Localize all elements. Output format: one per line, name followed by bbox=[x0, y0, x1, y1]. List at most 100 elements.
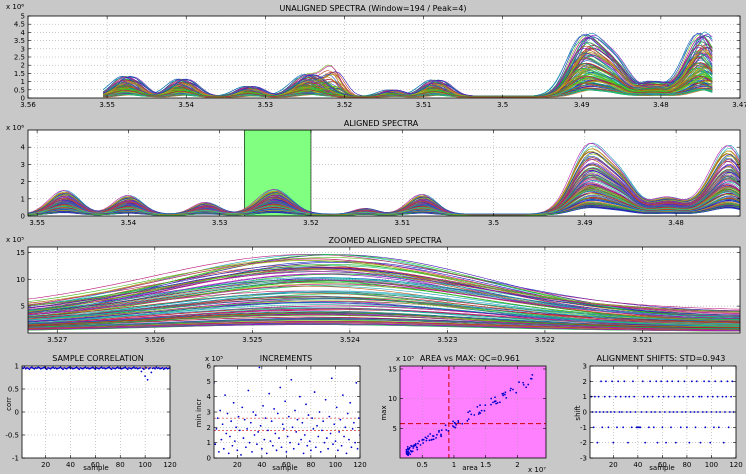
data-point bbox=[280, 446, 283, 449]
data-point bbox=[496, 401, 499, 404]
y-tick-label: 1 bbox=[15, 363, 19, 371]
data-point bbox=[452, 420, 454, 423]
data-point bbox=[649, 380, 652, 383]
data-point bbox=[431, 438, 433, 441]
data-point bbox=[284, 400, 287, 403]
data-point bbox=[605, 380, 607, 383]
y-tick-label: 2 bbox=[207, 424, 211, 432]
data-point bbox=[501, 392, 504, 395]
data-point bbox=[154, 367, 156, 370]
data-point bbox=[620, 411, 623, 413]
data-point bbox=[150, 371, 153, 374]
data-point bbox=[295, 431, 298, 433]
data-point bbox=[333, 423, 336, 426]
data-point bbox=[457, 419, 460, 422]
data-point bbox=[483, 409, 486, 412]
spectrum-line bbox=[28, 296, 740, 324]
spectrum-line bbox=[28, 269, 740, 312]
data-point bbox=[522, 381, 525, 384]
data-point bbox=[652, 426, 655, 429]
x-axis-label: sample bbox=[649, 464, 674, 472]
spectrum-line bbox=[28, 311, 740, 327]
data-point bbox=[722, 441, 725, 444]
x-tick-label: 60 bbox=[658, 461, 667, 469]
x-tick-label: 20 bbox=[609, 461, 618, 469]
x-axis-label: area bbox=[462, 464, 478, 472]
x-tick-label: 2 bbox=[515, 461, 519, 469]
data-point bbox=[687, 395, 690, 398]
x-tick-label: 3.51 bbox=[416, 101, 432, 109]
data-point bbox=[730, 395, 732, 398]
data-point bbox=[141, 367, 144, 370]
data-point bbox=[91, 366, 94, 369]
data-point bbox=[706, 395, 709, 398]
x-tick-label: 3.5 bbox=[488, 219, 499, 227]
data-point bbox=[703, 380, 706, 383]
data-point bbox=[409, 453, 412, 456]
data-point bbox=[286, 435, 289, 438]
data-point bbox=[355, 381, 358, 384]
data-point bbox=[310, 449, 312, 452]
data-point bbox=[246, 427, 249, 430]
data-point bbox=[724, 411, 726, 413]
data-point bbox=[440, 433, 442, 436]
data-point bbox=[720, 380, 723, 383]
data-point bbox=[660, 380, 663, 383]
spectrum-line bbox=[103, 75, 713, 98]
data-point bbox=[709, 441, 712, 444]
data-point bbox=[686, 426, 688, 429]
x-tick-label: 1 bbox=[452, 461, 456, 469]
y-tick-label: 0 bbox=[21, 95, 25, 103]
x-tick-label: 120 bbox=[163, 461, 176, 469]
y-tick-label: 0.5 bbox=[14, 86, 25, 94]
data-point bbox=[432, 438, 435, 441]
data-point bbox=[708, 380, 710, 383]
data-point bbox=[407, 454, 410, 457]
data-point bbox=[468, 410, 471, 413]
x-tick-label: 3.55 bbox=[99, 101, 115, 109]
data-point bbox=[592, 426, 595, 429]
y-tick-label: 4 bbox=[207, 393, 212, 401]
y-axis-label: shift bbox=[574, 405, 582, 420]
data-point bbox=[731, 380, 734, 383]
x-tick-label: 3.521 bbox=[632, 336, 652, 344]
spectrum-line bbox=[28, 254, 740, 319]
data-point bbox=[527, 383, 530, 386]
y-tick-label: 1.5 bbox=[14, 70, 25, 78]
y-exponent-label: x 10⁵ bbox=[396, 355, 414, 363]
data-point bbox=[52, 366, 54, 369]
data-point bbox=[157, 366, 160, 369]
data-point bbox=[350, 446, 353, 449]
data-point bbox=[598, 411, 601, 413]
data-point bbox=[149, 366, 152, 369]
data-point bbox=[78, 368, 81, 371]
y-exponent-label: x 10⁵ bbox=[6, 236, 24, 244]
data-point bbox=[659, 411, 661, 413]
y-tick-label: 1 bbox=[207, 439, 211, 447]
data-point bbox=[318, 411, 321, 413]
data-point bbox=[632, 380, 634, 383]
data-point bbox=[222, 447, 225, 450]
panel-title: UNALIGNED SPECTRA (Window=194 / Peak=4) bbox=[279, 4, 466, 13]
data-point bbox=[300, 438, 303, 441]
plot-content bbox=[103, 31, 713, 98]
data-point bbox=[607, 426, 610, 429]
data-point bbox=[242, 437, 245, 439]
y-tick-label: 6 bbox=[207, 363, 212, 371]
data-point bbox=[109, 367, 112, 370]
panel-title: ALIGNED SPECTRA bbox=[344, 119, 419, 128]
data-point bbox=[77, 367, 79, 370]
x-tick-label: 20 bbox=[41, 461, 50, 469]
data-point bbox=[630, 426, 633, 429]
data-point bbox=[492, 401, 494, 404]
data-point bbox=[665, 441, 667, 444]
data-point bbox=[495, 402, 498, 405]
x-tick-label: 3.51 bbox=[394, 219, 410, 227]
data-point bbox=[327, 447, 330, 450]
panel-title: INCREMENTS bbox=[260, 354, 312, 363]
data-point bbox=[417, 442, 419, 445]
data-point bbox=[332, 443, 334, 446]
panel-increments: INCREMENTS x 10⁵ sample min incr 20 40 60 8… bbox=[195, 354, 367, 472]
data-point bbox=[258, 366, 261, 369]
data-point bbox=[267, 429, 269, 432]
